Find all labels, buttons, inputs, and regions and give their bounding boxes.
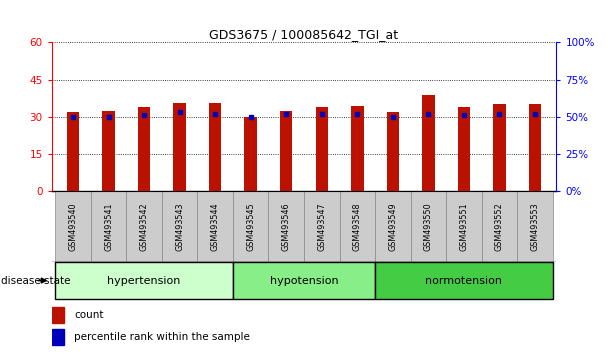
Text: hypotension: hypotension <box>270 275 338 286</box>
Bar <box>304 191 339 262</box>
Bar <box>410 191 446 262</box>
Bar <box>138 107 150 191</box>
Text: GSM493541: GSM493541 <box>104 202 113 251</box>
Bar <box>529 104 541 191</box>
Text: percentile rank within the sample: percentile rank within the sample <box>74 332 250 342</box>
Text: GSM493544: GSM493544 <box>210 202 219 251</box>
Bar <box>269 191 304 262</box>
Bar <box>55 191 91 262</box>
Bar <box>52 307 64 322</box>
Text: GSM493548: GSM493548 <box>353 202 362 251</box>
Bar <box>422 95 435 191</box>
Bar <box>55 262 233 299</box>
Text: GSM493551: GSM493551 <box>460 202 468 251</box>
Bar <box>233 262 375 299</box>
Text: GSM493547: GSM493547 <box>317 202 326 251</box>
Title: GDS3675 / 100085642_TGI_at: GDS3675 / 100085642_TGI_at <box>209 28 399 41</box>
Text: GSM493553: GSM493553 <box>531 202 539 251</box>
Bar <box>339 191 375 262</box>
Text: disease state: disease state <box>1 275 71 286</box>
Text: GSM493550: GSM493550 <box>424 202 433 251</box>
Bar <box>233 191 269 262</box>
Text: GSM493543: GSM493543 <box>175 202 184 251</box>
Bar <box>517 191 553 262</box>
Text: GSM493546: GSM493546 <box>282 202 291 251</box>
Bar <box>482 191 517 262</box>
Bar <box>52 329 64 345</box>
Bar <box>67 112 79 191</box>
Bar <box>316 107 328 191</box>
Text: GSM493549: GSM493549 <box>389 202 398 251</box>
Bar <box>375 262 553 299</box>
Bar <box>280 110 292 191</box>
Bar <box>351 105 364 191</box>
Bar <box>91 191 126 262</box>
Text: GSM493540: GSM493540 <box>69 202 77 251</box>
Bar <box>375 191 410 262</box>
Text: hypertension: hypertension <box>108 275 181 286</box>
Bar <box>458 107 470 191</box>
Bar <box>387 112 399 191</box>
Bar <box>446 191 482 262</box>
Bar <box>209 103 221 191</box>
Text: count: count <box>74 310 104 320</box>
Bar <box>493 104 506 191</box>
Text: normotension: normotension <box>426 275 502 286</box>
Bar <box>102 110 115 191</box>
Bar <box>162 191 198 262</box>
Text: GSM493545: GSM493545 <box>246 202 255 251</box>
Text: GSM493542: GSM493542 <box>140 202 148 251</box>
Bar <box>198 191 233 262</box>
Bar <box>173 103 186 191</box>
Bar <box>126 191 162 262</box>
Bar <box>244 117 257 191</box>
Text: GSM493552: GSM493552 <box>495 202 504 251</box>
